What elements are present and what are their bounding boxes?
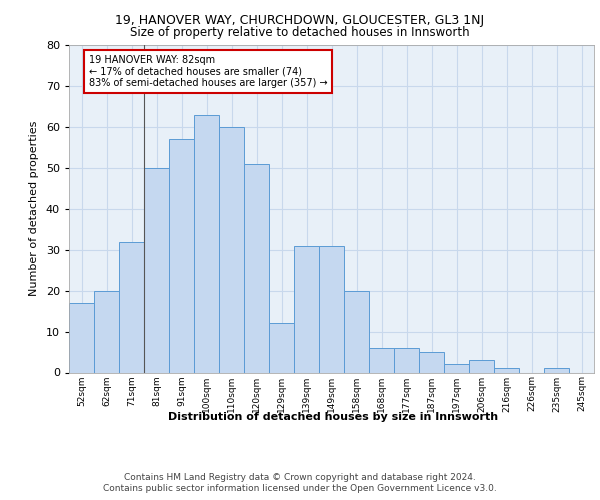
Bar xyxy=(444,364,469,372)
Text: Contains HM Land Registry data © Crown copyright and database right 2024.: Contains HM Land Registry data © Crown c… xyxy=(124,472,476,482)
Bar xyxy=(469,360,494,372)
Bar xyxy=(119,242,144,372)
Bar xyxy=(394,348,419,372)
Bar xyxy=(294,246,319,372)
Bar xyxy=(69,303,94,372)
Bar xyxy=(494,368,519,372)
Bar xyxy=(169,139,194,372)
Bar xyxy=(419,352,444,372)
Bar xyxy=(269,324,294,372)
Text: Distribution of detached houses by size in Innsworth: Distribution of detached houses by size … xyxy=(168,412,498,422)
Text: 19, HANOVER WAY, CHURCHDOWN, GLOUCESTER, GL3 1NJ: 19, HANOVER WAY, CHURCHDOWN, GLOUCESTER,… xyxy=(115,14,485,27)
Bar xyxy=(219,127,244,372)
Bar xyxy=(144,168,169,372)
Bar xyxy=(369,348,394,372)
Text: Size of property relative to detached houses in Innsworth: Size of property relative to detached ho… xyxy=(130,26,470,39)
Text: Contains public sector information licensed under the Open Government Licence v3: Contains public sector information licen… xyxy=(103,484,497,493)
Bar xyxy=(94,290,119,372)
Bar xyxy=(319,246,344,372)
Y-axis label: Number of detached properties: Number of detached properties xyxy=(29,121,39,296)
Bar xyxy=(244,164,269,372)
Bar xyxy=(194,114,219,372)
Bar xyxy=(344,290,369,372)
Bar xyxy=(544,368,569,372)
Text: 19 HANOVER WAY: 82sqm
← 17% of detached houses are smaller (74)
83% of semi-deta: 19 HANOVER WAY: 82sqm ← 17% of detached … xyxy=(89,55,328,88)
